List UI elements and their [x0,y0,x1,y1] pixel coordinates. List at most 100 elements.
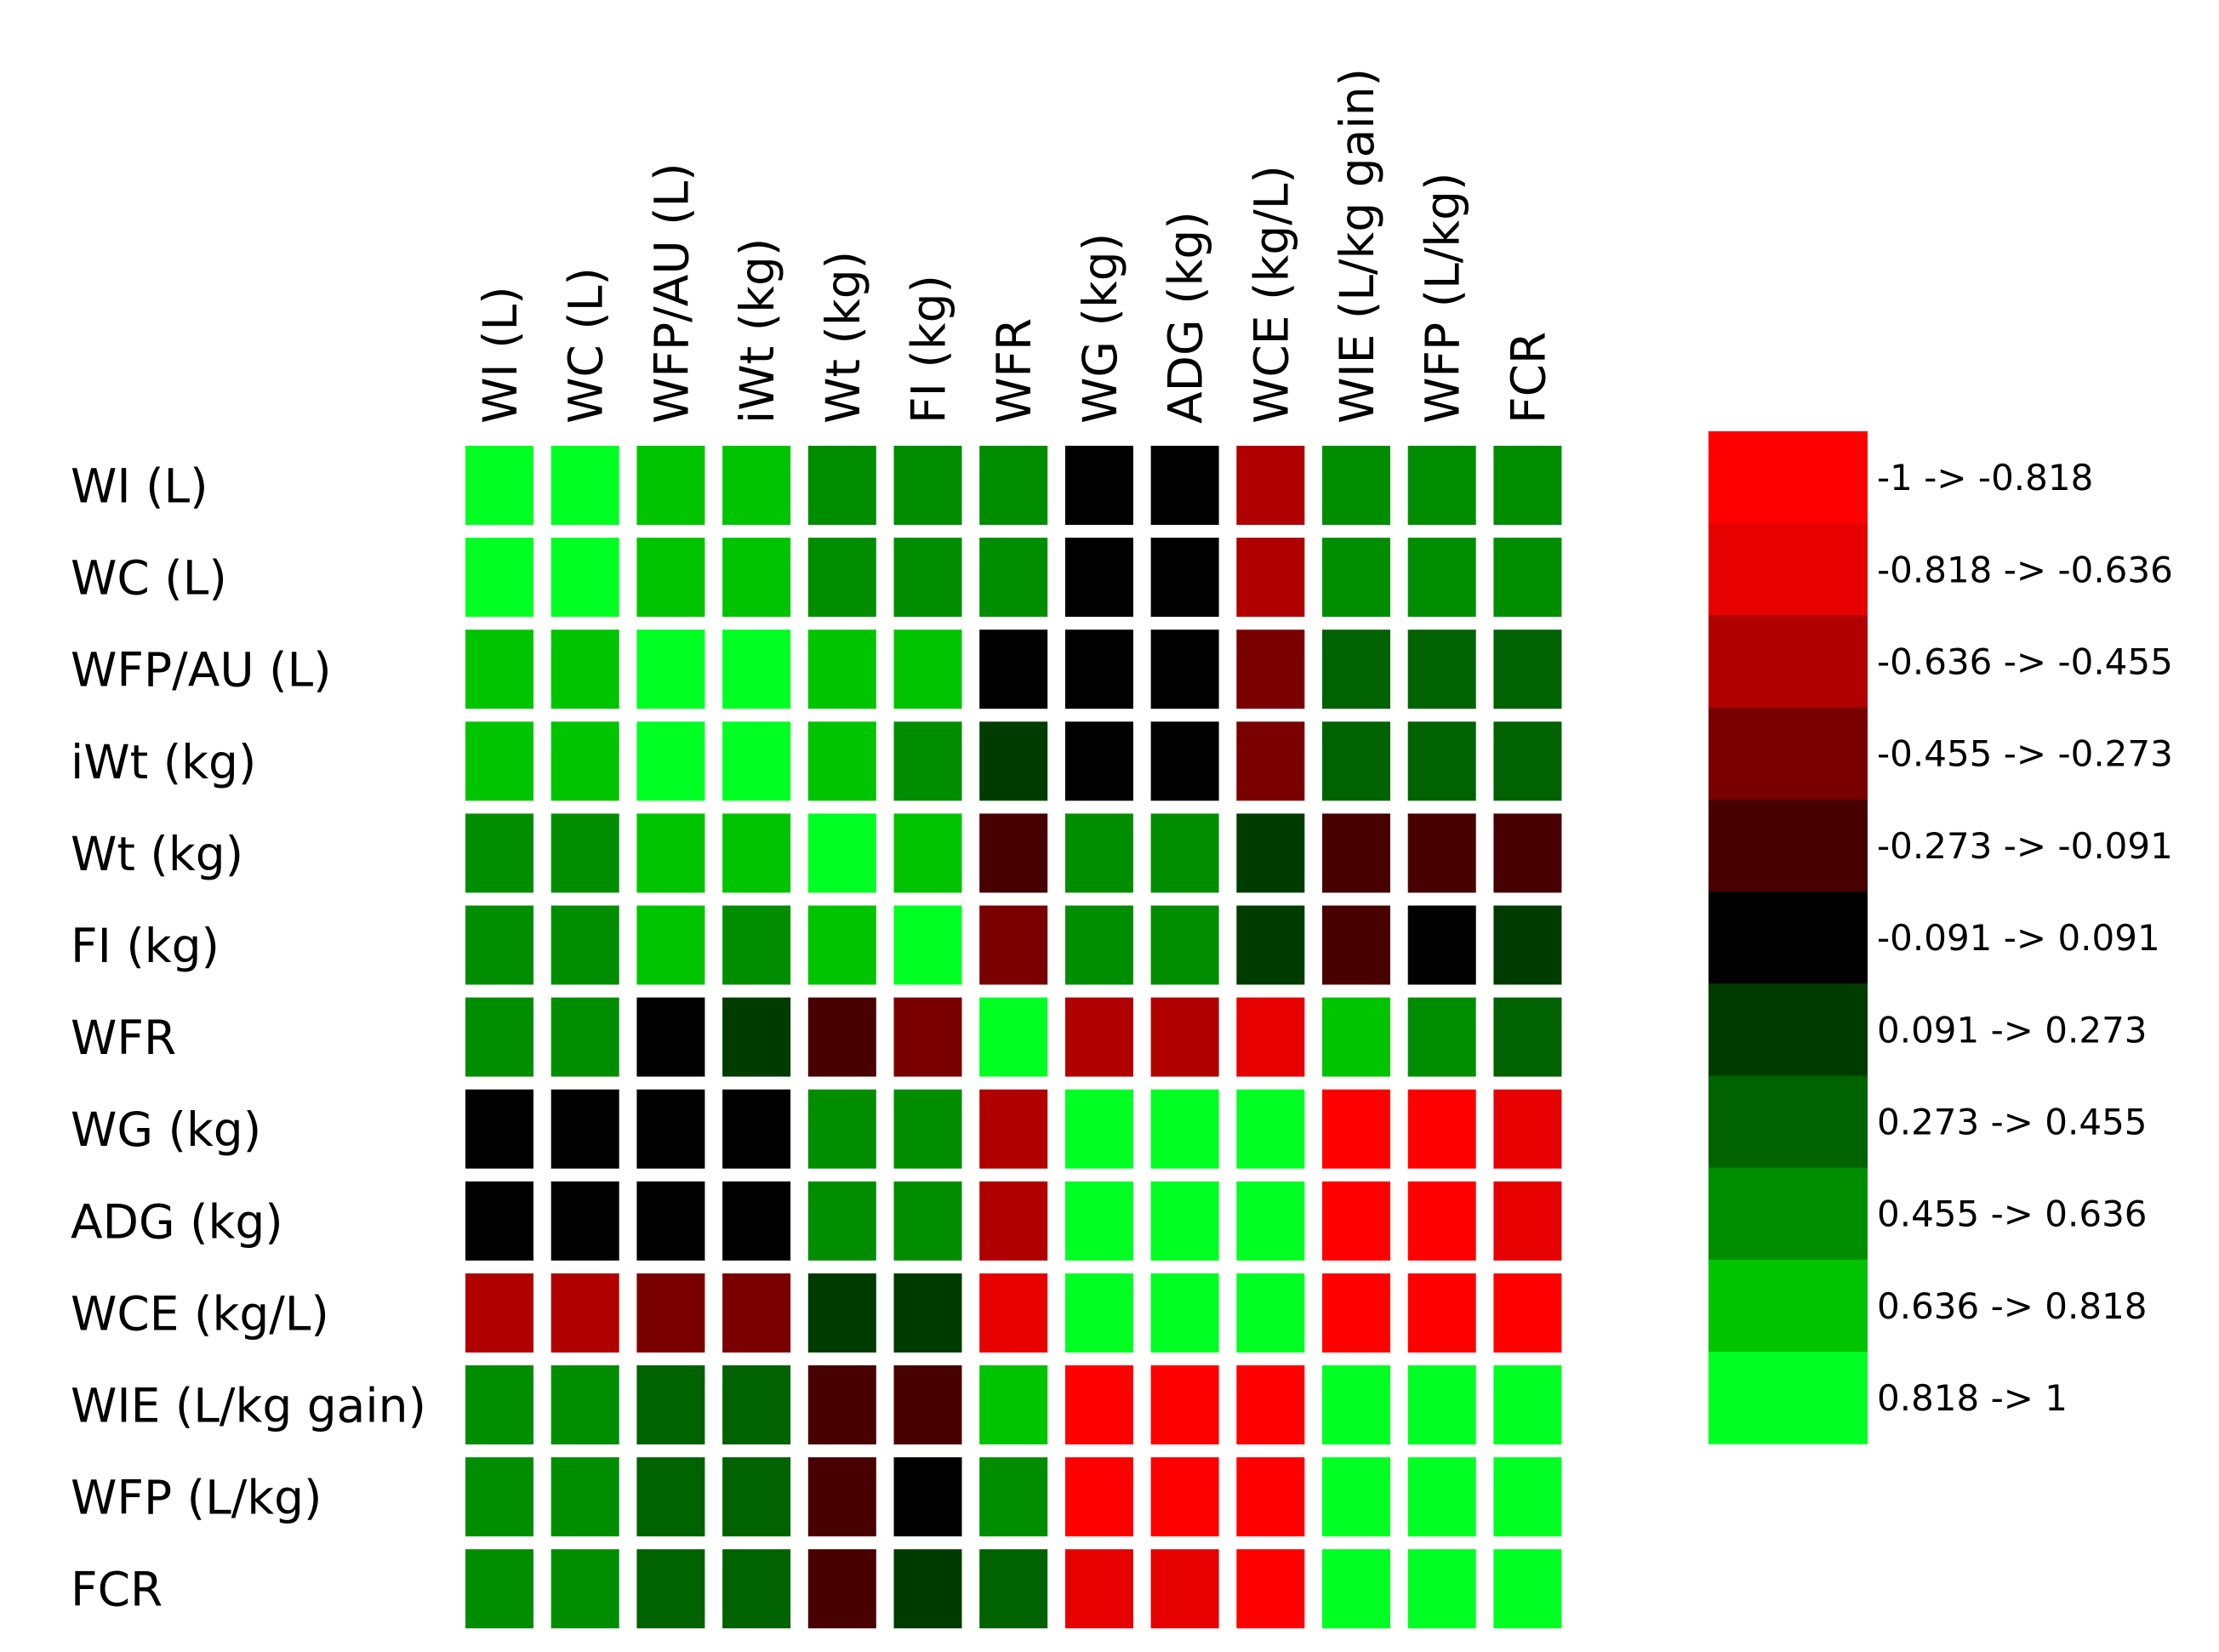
legend-swatch-4 [1708,799,1868,892]
heatmap-cell-r3-c7 [1064,721,1133,801]
heatmap-cell-r12-c8 [1150,1549,1219,1629]
heatmap-cell-r7-c9 [1236,1089,1305,1169]
heatmap-cell-r12-c3 [722,1549,791,1629]
heatmap-cell-r12-c6 [979,1549,1048,1629]
legend-swatch-5 [1708,892,1868,984]
heatmap-cell-r6-c1 [550,997,619,1077]
heatmap-cell-r3-c10 [1322,721,1390,801]
row-label-wfp-l-kg-11: WFP (L/kg) [71,1471,322,1525]
heatmap-cell-r1-c11 [1407,538,1476,618]
heatmap-cell-r2-c12 [1493,629,1562,709]
heatmap-cell-r12-c2 [636,1549,705,1629]
row-labels: WI (L) WC (L) WFP/AU (L) iWt (kg) Wt (kg) FI … [71,459,426,1617]
heatmap-cell-r9-c7 [1064,1273,1133,1353]
legend-label-2: -0.636 -> -0.455 [1877,641,2173,683]
heatmap-cell-r4-c5 [893,813,962,893]
heatmap-cell-r0-c7 [1064,446,1133,525]
heatmap-cell-r7-c3 [722,1089,791,1169]
heatmap-cell-r12-c0 [465,1549,533,1629]
heatmap-cell-r12-c12 [1493,1549,1562,1629]
heatmap-cell-r10-c3 [722,1365,791,1444]
heatmap-cell-r11-c11 [1407,1457,1476,1537]
heatmap-cell-r2-c3 [722,629,791,709]
legend-label-5: -0.091 -> 0.091 [1877,917,2160,959]
heatmap-cell-r5-c12 [1493,905,1562,985]
column-label-iwt-kg-3: iWt (kg) [730,238,784,424]
heatmap-cell-r9-c5 [893,1273,962,1353]
heatmap-cell-r9-c6 [979,1273,1048,1353]
legend-swatch-2 [1708,615,1868,709]
heatmap-cell-r2-c10 [1322,629,1390,709]
heatmap-cell-r10-c8 [1150,1365,1219,1444]
heatmap-cell-r5-c1 [550,905,619,985]
column-labels: WI (L) WC (L) WFP/AU (L) iWt (kg) Wt (kg) FI … [473,68,1555,424]
heatmap-cell-r2-c5 [893,629,962,709]
heatmap-cell-r12-c7 [1064,1549,1133,1629]
heatmap-cell-r10-c1 [550,1365,619,1444]
color-legend: -1 -> -0.818 -0.818 -> -0.636 -0.636 -> -0… [1708,431,2173,1444]
heatmap-cell-r8-c3 [722,1181,791,1261]
heatmap-cell-r0-c5 [893,446,962,525]
heatmap-cell-r7-c5 [893,1089,962,1169]
heatmap-cell-r11-c8 [1150,1457,1219,1537]
heatmap-cell-r10-c5 [893,1365,962,1444]
heatmap-cell-r12-c4 [807,1549,876,1629]
column-label-wfr-6: WFR [987,318,1041,424]
legend-label-7: 0.273 -> 0.455 [1877,1102,2148,1143]
heatmap-cell-r7-c6 [979,1089,1048,1169]
heatmap-cell-r10-c10 [1322,1365,1390,1444]
heatmap-cell-r11-c3 [722,1457,791,1537]
heatmap-cell-r8-c2 [636,1181,705,1261]
heatmap-cell-r2-c8 [1150,629,1219,709]
heatmap-cell-r4-c2 [636,813,705,893]
heatmap-cell-r5-c6 [979,905,1048,985]
heatmap-cell-r8-c1 [550,1181,619,1261]
heatmap-cell-r5-c0 [465,905,533,985]
heatmap-cell-r2-c2 [636,629,705,709]
heatmap-cell-r3-c1 [550,721,619,801]
row-label-adg-kg-8: ADG (kg) [71,1194,283,1249]
heatmap-cell-r6-c12 [1493,997,1562,1077]
heatmap-cell-r0-c1 [550,446,619,525]
heatmap-cell-r7-c4 [807,1089,876,1169]
column-label-wfp-l-kg-11: WFP (L/kg) [1416,172,1470,424]
heatmap-cell-r8-c7 [1064,1181,1133,1261]
heatmap-cell-r3-c5 [893,721,962,801]
heatmap-cell-r12-c10 [1322,1549,1390,1629]
legend-label-6: 0.091 -> 0.273 [1877,1009,2148,1051]
heatmap-cell-r1-c3 [722,538,791,618]
column-label-wi-l-0: WI (L) [473,286,528,424]
heatmap-cell-r5-c5 [893,905,962,985]
heatmap-cell-r2-c4 [807,629,876,709]
row-label-wt-kg-4: Wt (kg) [71,827,243,881]
heatmap-cell-r3-c3 [722,721,791,801]
heatmap-cell-r9-c8 [1150,1273,1219,1353]
heatmap-cell-r1-c8 [1150,538,1219,618]
heatmap-cell-r5-c4 [807,905,876,985]
column-label-fcr-12: FCR [1501,332,1555,424]
row-label-wc-l-1: WC (L) [71,551,227,606]
heatmap-cell-r10-c0 [465,1365,533,1444]
heatmap-cell-r3-c12 [1493,721,1562,801]
row-label-fi-kg-5: FI (kg) [71,919,220,973]
legend-label-0: -1 -> -0.818 [1877,457,2093,498]
heatmap-cell-r8-c5 [893,1181,962,1261]
legend-label-8: 0.455 -> 0.636 [1877,1193,2148,1235]
heatmap-cell-r11-c5 [893,1457,962,1537]
heatmap-cell-r0-c12 [1493,446,1562,525]
heatmap-cell-r5-c7 [1064,905,1133,985]
heatmap-cell-r4-c0 [465,813,533,893]
heatmap-cell-r0-c6 [979,446,1048,525]
heatmap-cell-r5-c10 [1322,905,1390,985]
heatmap-cell-r3-c9 [1236,721,1305,801]
heatmap-cell-r1-c12 [1493,538,1562,618]
row-label-wi-l-0: WI (L) [71,459,208,514]
heatmap-cell-r11-c12 [1493,1457,1562,1537]
heatmap-cell-r6-c0 [465,997,533,1077]
heatmap-cell-r9-c12 [1493,1273,1562,1353]
heatmap-cell-r6-c3 [722,997,791,1077]
heatmap-cell-r7-c2 [636,1089,705,1169]
heatmap-cell-r5-c8 [1150,905,1219,985]
heatmap-cell-r0-c11 [1407,446,1476,525]
